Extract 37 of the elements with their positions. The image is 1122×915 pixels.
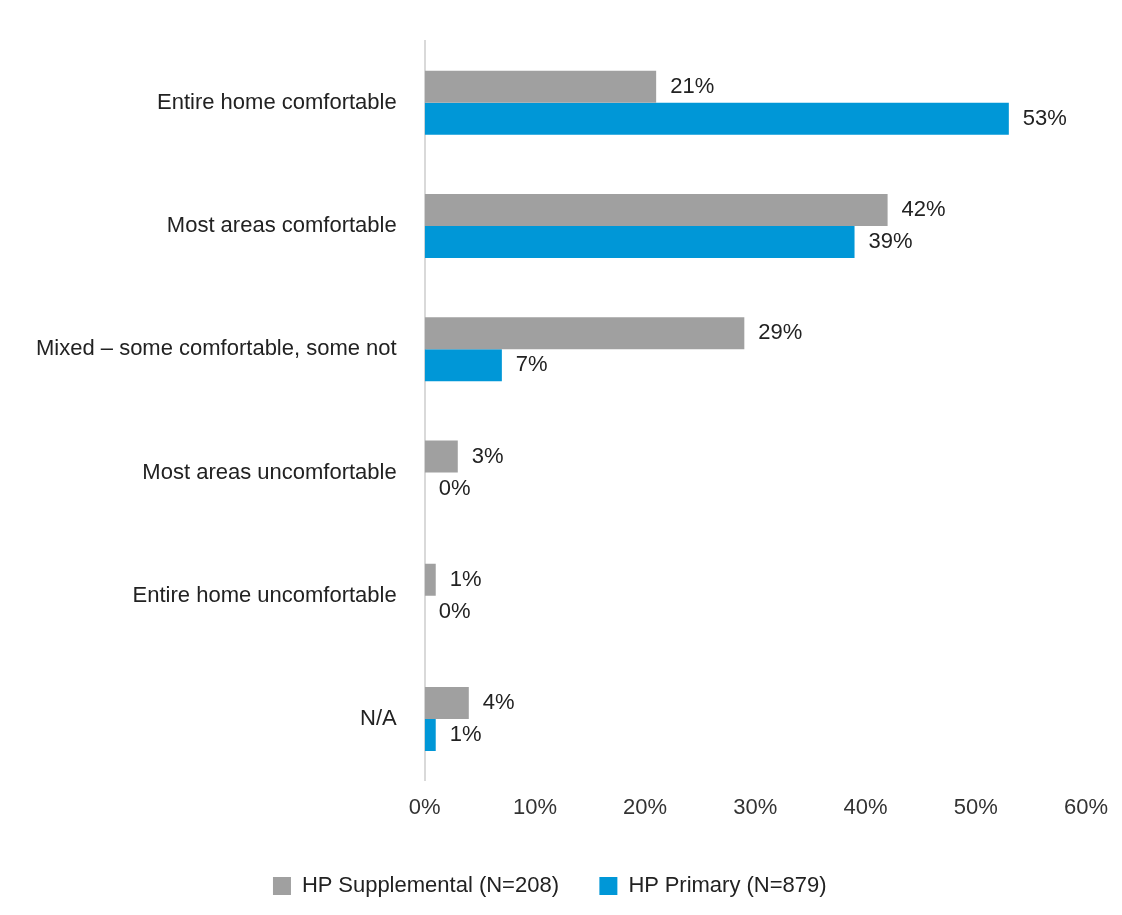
x-tick-label: 10% [512,793,557,819]
bar [424,718,436,752]
x-tick-label: 20% [623,793,668,819]
bar [424,563,436,596]
data-label: 53% [1022,104,1067,130]
data-label: 29% [758,319,803,345]
x-tick-label: 50% [953,793,998,819]
data-label: 4% [482,689,515,715]
bar [424,349,502,382]
legend-label: HP Primary (N=879) [628,872,827,898]
y-tick-label: Entire home comfortable [157,88,397,114]
bar [424,686,469,719]
y-tick-label: Mixed – some comfortable, some not [35,335,397,361]
y-tick-label: N/A [360,705,398,731]
bar [424,194,888,227]
data-label: 3% [471,442,504,468]
bar [424,226,855,259]
data-label: 1% [449,721,482,747]
data-label: 39% [868,228,913,254]
bar [424,440,458,473]
x-tick-label: 40% [843,793,888,819]
x-tick-label: 0% [408,793,441,819]
y-tick-label: Most areas uncomfortable [142,458,397,484]
data-label: 7% [515,351,548,377]
y-tick-label: Entire home uncomfortable [132,581,397,607]
x-tick-label: 30% [733,793,778,819]
data-label: 21% [670,72,715,98]
bar [424,70,657,103]
bar [424,317,745,350]
legend-label: HP Supplemental (N=208) [301,872,559,898]
data-label: 0% [438,597,471,623]
bar [424,102,1009,135]
data-label: 1% [449,565,482,591]
data-label: 0% [438,474,471,500]
data-label: 42% [901,196,946,222]
y-tick-label: Most areas comfortable [166,212,397,238]
x-tick-label: 60% [1063,793,1109,819]
